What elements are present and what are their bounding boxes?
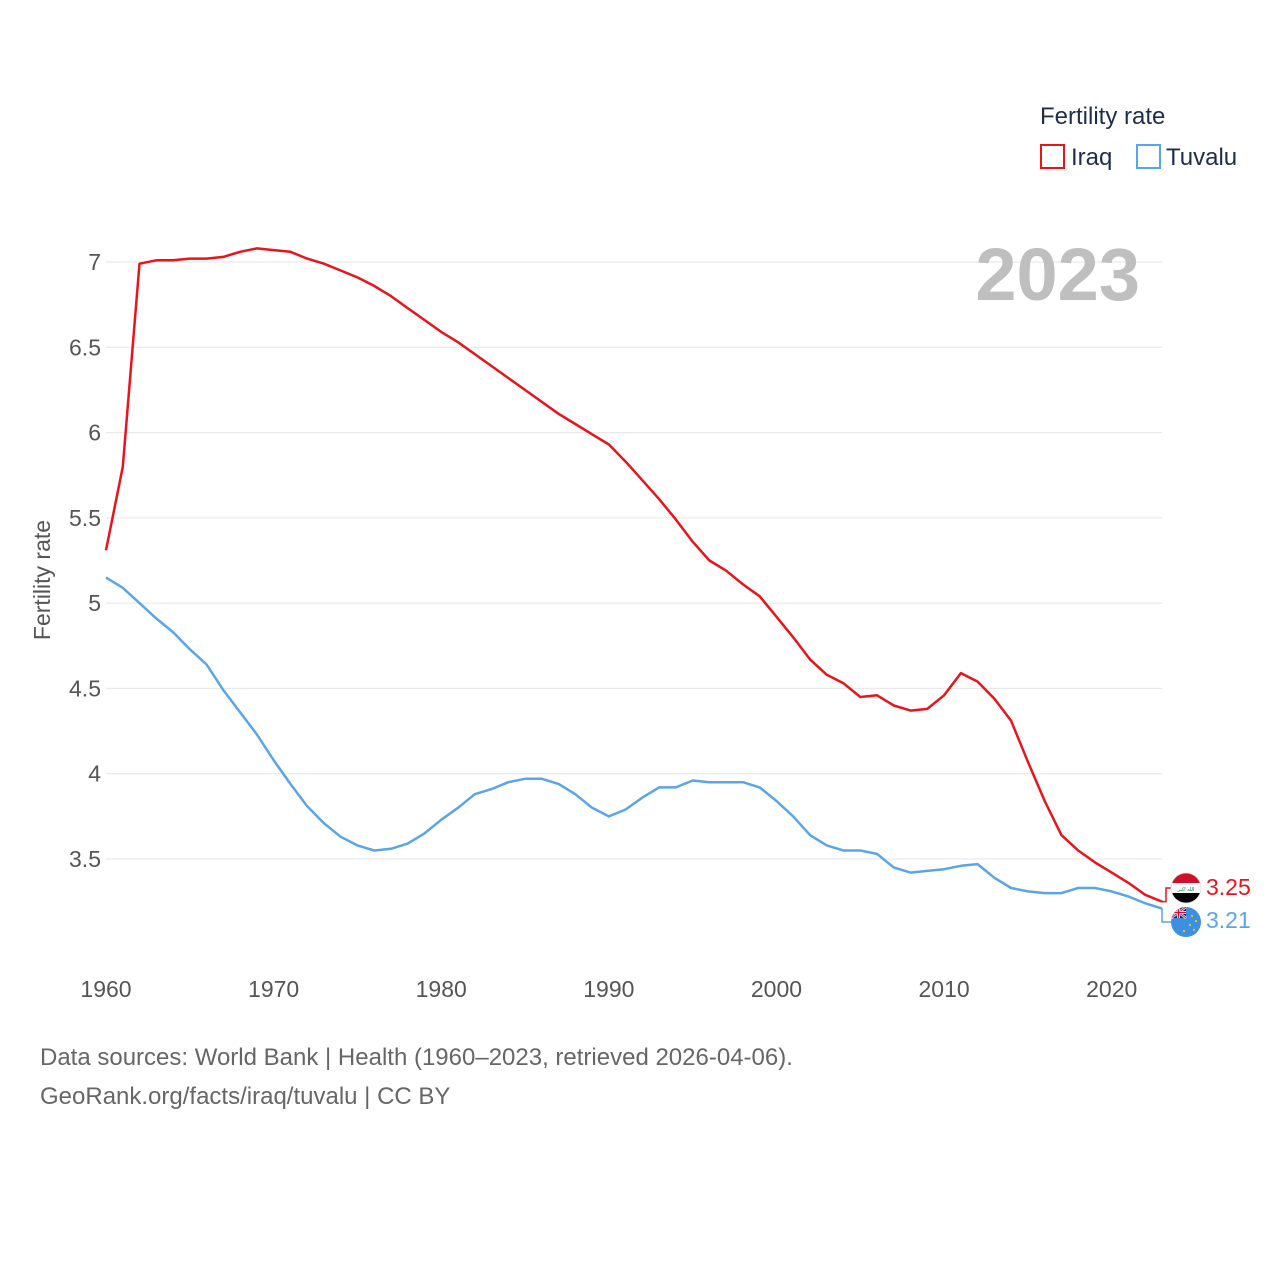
x-tick-label: 1990 <box>583 976 634 1002</box>
legend-swatch-iraq[interactable] <box>1040 144 1065 169</box>
x-tick-label: 2010 <box>919 976 970 1002</box>
legend-label-tuvalu[interactable]: Tuvalu <box>1166 144 1237 171</box>
year-label: 2023 <box>975 233 1140 316</box>
y-axis-ticks: 3.5 4 4.5 5 5.5 6 6.5 7 <box>69 249 101 872</box>
y-tick-label: 4.5 <box>69 675 101 701</box>
y-tick-label: 6.5 <box>69 334 101 360</box>
y-tick-label: 4 <box>88 761 101 787</box>
legend-title: Fertility rate <box>1040 103 1165 130</box>
end-markers: الله اكبر 3.25 3.21 <box>1161 872 1251 937</box>
x-tick-label: 1970 <box>248 976 299 1002</box>
legend-swatch-tuvalu[interactable] <box>1136 144 1161 169</box>
y-tick-label: 6 <box>88 420 101 446</box>
iraq-end-connector <box>1162 887 1171 903</box>
y-axis-title: Fertility rate <box>29 520 55 640</box>
tuvalu-end-connector <box>1161 908 1171 923</box>
attribution-link[interactable]: GeoRank.org/facts/iraq/tuvalu | CC BY <box>40 1083 451 1110</box>
legend: Fertility rate Iraq Tuvalu <box>1040 103 1237 171</box>
tuvalu-end-value: 3.21 <box>1206 907 1251 933</box>
y-tick-label: 3.5 <box>69 846 101 872</box>
y-tick-label: 5.5 <box>69 505 101 531</box>
x-tick-label: 2020 <box>1086 976 1137 1002</box>
x-axis-ticks: 1960 1970 1980 1990 2000 2010 2020 <box>80 976 1137 1002</box>
series-line-tuvalu[interactable] <box>105 576 1163 910</box>
tuvalu-flag-icon <box>1171 907 1201 937</box>
x-tick-label: 1980 <box>416 976 467 1002</box>
x-tick-label: 2000 <box>751 976 802 1002</box>
iraq-flag-icon: الله اكبر <box>1170 872 1202 904</box>
iraq-end-value: 3.25 <box>1206 874 1251 900</box>
series-line-iraq[interactable] <box>104 247 1163 903</box>
y-tick-label: 7 <box>88 249 101 275</box>
gridlines <box>106 261 1162 860</box>
data-source-line: Data sources: World Bank | Health (1960–… <box>40 1044 793 1071</box>
x-tick-label: 1960 <box>80 976 131 1002</box>
series-lines <box>104 247 1163 910</box>
legend-label-iraq[interactable]: Iraq <box>1071 144 1112 171</box>
y-tick-label: 5 <box>88 590 101 616</box>
iraq-flag-script: الله اكبر <box>1177 887 1195 893</box>
